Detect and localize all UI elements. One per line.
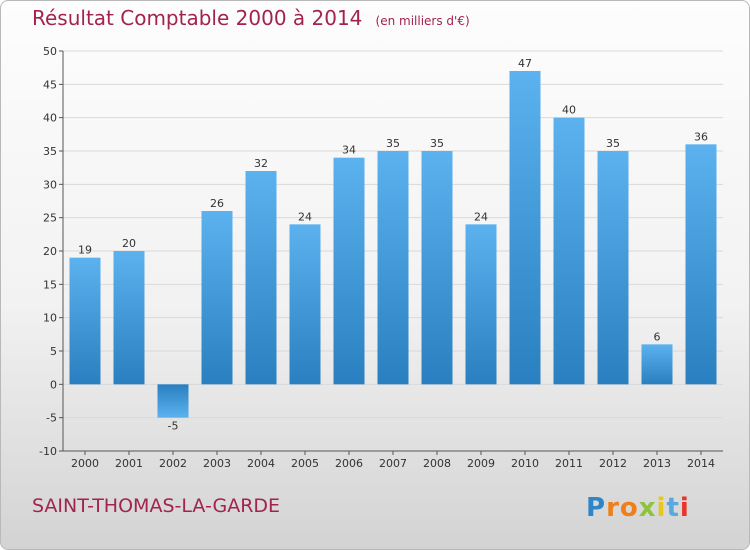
- y-tick-label: 50: [43, 45, 57, 58]
- x-tick-label-2014: 2014: [687, 457, 715, 470]
- x-tick-label-2004: 2004: [247, 457, 275, 470]
- y-tick-label: 5: [50, 345, 57, 358]
- chart-title: Résultat Comptable 2000 à 2014: [32, 6, 363, 30]
- bar-2011: [553, 117, 585, 385]
- x-tick-label-2011: 2011: [555, 457, 583, 470]
- y-tick-label: 20: [43, 245, 57, 258]
- x-tick-label-2005: 2005: [291, 457, 319, 470]
- y-tick-label: 0: [50, 378, 57, 391]
- x-tick-label-2013: 2013: [643, 457, 671, 470]
- y-tick-label: -5: [46, 412, 57, 425]
- value-label-2003: 26: [210, 197, 224, 210]
- value-label-2012: 35: [606, 137, 620, 150]
- value-label-2002: -5: [168, 420, 179, 433]
- y-tick-label: 35: [43, 145, 57, 158]
- value-label-2008: 35: [430, 137, 444, 150]
- value-label-2000: 19: [78, 244, 92, 257]
- value-label-2013: 6: [654, 330, 661, 343]
- bar-2010: [509, 71, 541, 385]
- x-tick-label-2006: 2006: [335, 457, 363, 470]
- bar-2013: [641, 344, 673, 385]
- y-tick-label: 45: [43, 78, 57, 91]
- bar-2007: [377, 151, 409, 385]
- value-label-2011: 40: [562, 104, 576, 117]
- bar-2012: [597, 151, 629, 385]
- proxiti-logo: Proxiti: [586, 493, 690, 523]
- bar-2008: [421, 151, 453, 385]
- value-label-2001: 20: [122, 237, 136, 250]
- y-tick-label: 25: [43, 212, 57, 225]
- y-tick-label: 10: [43, 312, 57, 325]
- bar-2001: [113, 251, 145, 385]
- commune-name: SAINT-THOMAS-LA-GARDE: [32, 495, 281, 517]
- x-tick-label-2001: 2001: [115, 457, 143, 470]
- x-tick-label-2007: 2007: [379, 457, 407, 470]
- x-tick-label-2000: 2000: [71, 457, 99, 470]
- value-label-2007: 35: [386, 137, 400, 150]
- value-label-2010: 47: [518, 57, 532, 70]
- bar-2002: [157, 384, 189, 418]
- y-tick-label: 15: [43, 278, 57, 291]
- svg-text:Proxiti: Proxiti: [586, 493, 690, 523]
- bar-2004: [245, 171, 277, 385]
- value-label-2006: 34: [342, 144, 356, 157]
- x-tick-label-2010: 2010: [511, 457, 539, 470]
- y-tick-label: -10: [39, 445, 57, 458]
- bar-2014: [685, 144, 717, 385]
- x-tick-label-2012: 2012: [599, 457, 627, 470]
- y-tick-label: 40: [43, 112, 57, 125]
- x-tick-label-2003: 2003: [203, 457, 231, 470]
- title-row: Résultat Comptable 2000 à 2014 (en milli…: [32, 6, 470, 30]
- x-tick-label-2002: 2002: [159, 457, 187, 470]
- x-tick-label-2008: 2008: [423, 457, 451, 470]
- value-label-2004: 32: [254, 157, 268, 170]
- value-label-2014: 36: [694, 130, 708, 143]
- bar-2009: [465, 224, 497, 385]
- bar-2006: [333, 157, 365, 385]
- y-tick-label: 30: [43, 178, 57, 191]
- x-tick-label-2009: 2009: [467, 457, 495, 470]
- value-label-2009: 24: [474, 210, 488, 223]
- bar-2005: [289, 224, 321, 385]
- bar-2000: [69, 257, 101, 385]
- bar-2003: [201, 211, 233, 385]
- value-label-2005: 24: [298, 210, 312, 223]
- chart-unit: (en milliers d'€): [375, 14, 470, 28]
